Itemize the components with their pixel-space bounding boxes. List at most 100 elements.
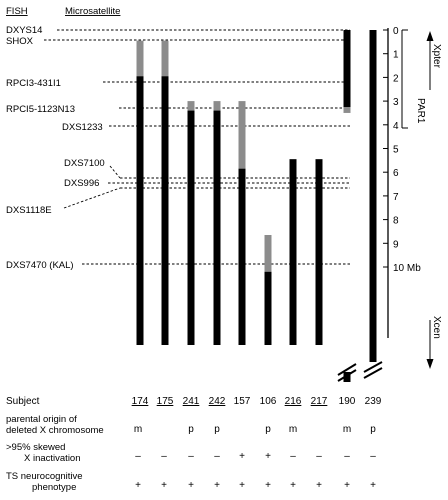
mark-ts-4: + [239,480,245,491]
mark-ts-7: + [316,480,322,491]
mark-ts-2: + [188,480,194,491]
subject-bar-175 [161,40,169,345]
subject-id-174: 174 [132,396,149,407]
mark-ts-9: + [370,480,376,491]
mark-skewed-1: – [161,451,167,462]
deleted-segment-106 [264,271,272,345]
mark-parental-9: m [343,424,351,435]
mb-tick-label-1: 1 [393,50,399,61]
mark-ts-5: + [265,480,271,491]
break-mark-b-190 [337,369,357,382]
marker-label-shox: SHOX [6,36,34,47]
mb-axis: 0 1 2 3 4 5 6 7 8 9 10 Mb PAR1 Xpter Xcen [383,26,442,369]
uncertain-segment-190 [343,107,351,113]
row-ts: TS neurocognitive phenotype [6,471,83,493]
deleted-segment-241 [187,110,195,345]
marker-label-dxs7100: DXS7100 [64,158,105,169]
subject-id-157: 157 [234,396,251,407]
subject-bar-239 [363,30,383,379]
row-label-ts-2: phenotype [32,482,76,493]
marker-label-dxs1233: DXS1233 [62,122,103,133]
mb-tick-label-10: 10 Mb [393,263,421,274]
subject-id-217: 217 [311,396,328,407]
row-parental: parental origin of deleted X chromosome [6,414,104,436]
mark-parental-3: p [214,424,220,435]
subject-id-216: 216 [285,396,302,407]
subject-id-242: 242 [209,396,226,407]
header-microsatellite: Microsatellite [65,6,120,17]
subject-bar-190 [337,30,357,382]
subject-bar-217 [315,159,323,345]
mark-skewed-4: + [239,451,245,462]
mark-parental-7: m [289,424,297,435]
mark-skewed-0: – [135,451,141,462]
mark-parental-2: p [188,424,194,435]
mb-tick-label-4: 4 [393,121,399,132]
deleted-segment-190 [343,30,351,108]
subject-bar-216 [289,159,297,345]
mark-skewed-7: – [316,451,322,462]
mark-skewed-6: – [290,451,296,462]
mark-skewed-3: – [214,451,220,462]
row-label-parental-1: parental origin of [6,414,77,425]
marker-line-dxs1118e [63,187,121,209]
mb-tick-label-9: 9 [393,239,399,250]
deleted-segment-175 [161,76,169,345]
row-label-skewed-2: X inactivation [24,453,81,464]
subject-bar-241 [187,101,195,345]
break-mark-a-190 [337,363,357,376]
mark-skewed-9: – [370,451,376,462]
uncertain-segment-241 [187,101,195,111]
marker-label-rpci3: RPCI3-431I1 [6,78,61,89]
uncertain-segment-242 [213,101,221,111]
break-mark-a-239 [363,361,383,373]
subject-bar-157 [238,101,246,345]
marker-line-dxs7100 [109,165,121,179]
subject-id-241: 241 [183,396,200,407]
xpter-arrow [426,31,434,90]
marker-labels: DXYS14 SHOX RPCI3-431I1 RPCI5-1123N13 DX… [6,25,105,271]
mark-ts-3: + [214,480,220,491]
header-fish: FISH [6,6,28,17]
deleted-segment-216 [289,159,297,345]
mark-parental-6: p [265,424,271,435]
mb-tick-label-2: 2 [393,73,399,84]
uncertain-segment-174 [136,40,144,77]
deleted-segment-242 [213,110,221,345]
subject-id-190: 190 [339,396,356,407]
subject-ids: 174 175 241 242 157 106 216 217 190 239 [132,396,382,407]
subject-bar-242 [213,101,221,345]
par1-bracket [401,29,408,129]
mark-skewed-8: – [344,451,350,462]
subject-label: Subject [6,396,40,407]
uncertain-segment-175 [161,40,169,77]
deleted-segment-239 [369,30,377,362]
mark-parental-0: m [134,424,142,435]
xcen-arrow [426,320,434,369]
subject-bar-106 [264,235,272,345]
mb-tick-label-3: 3 [393,97,399,108]
uncertain-segment-157 [238,101,246,169]
mb-tick-label-8: 8 [393,216,399,227]
subject-bars [136,30,383,382]
row-label-parental-2: deleted X chromosome [6,425,104,436]
xcen-label: Xcen [431,316,442,339]
mark-skewed-5: + [265,451,271,462]
marker-label-dxs7470: DXS7470 (KAL) [6,260,74,271]
row-label-ts-1: TS neurocognitive [6,471,83,482]
mb-tick-label-5: 5 [393,145,399,156]
marker-lines [44,29,350,265]
marker-label-dxs996: DXS996 [64,178,99,189]
marker-label-dxys14: DXYS14 [6,25,42,36]
marker-label-dxs1118e: DXS1118E [6,205,52,216]
uncertain-segment-106 [264,235,272,272]
subject-id-175: 175 [157,396,174,407]
xpter-label: Xpter [431,44,442,69]
mb-tick-label-6: 6 [393,168,399,179]
par1-label: PAR1 [415,98,426,124]
deleted-segment-174 [136,76,144,345]
row-marks: m p p p m m p – – – – + + – – – – + + + + + + + + + + [134,424,376,491]
row-label-skewed-1: >95% skewed [6,442,65,453]
mark-ts-1: + [161,480,167,491]
